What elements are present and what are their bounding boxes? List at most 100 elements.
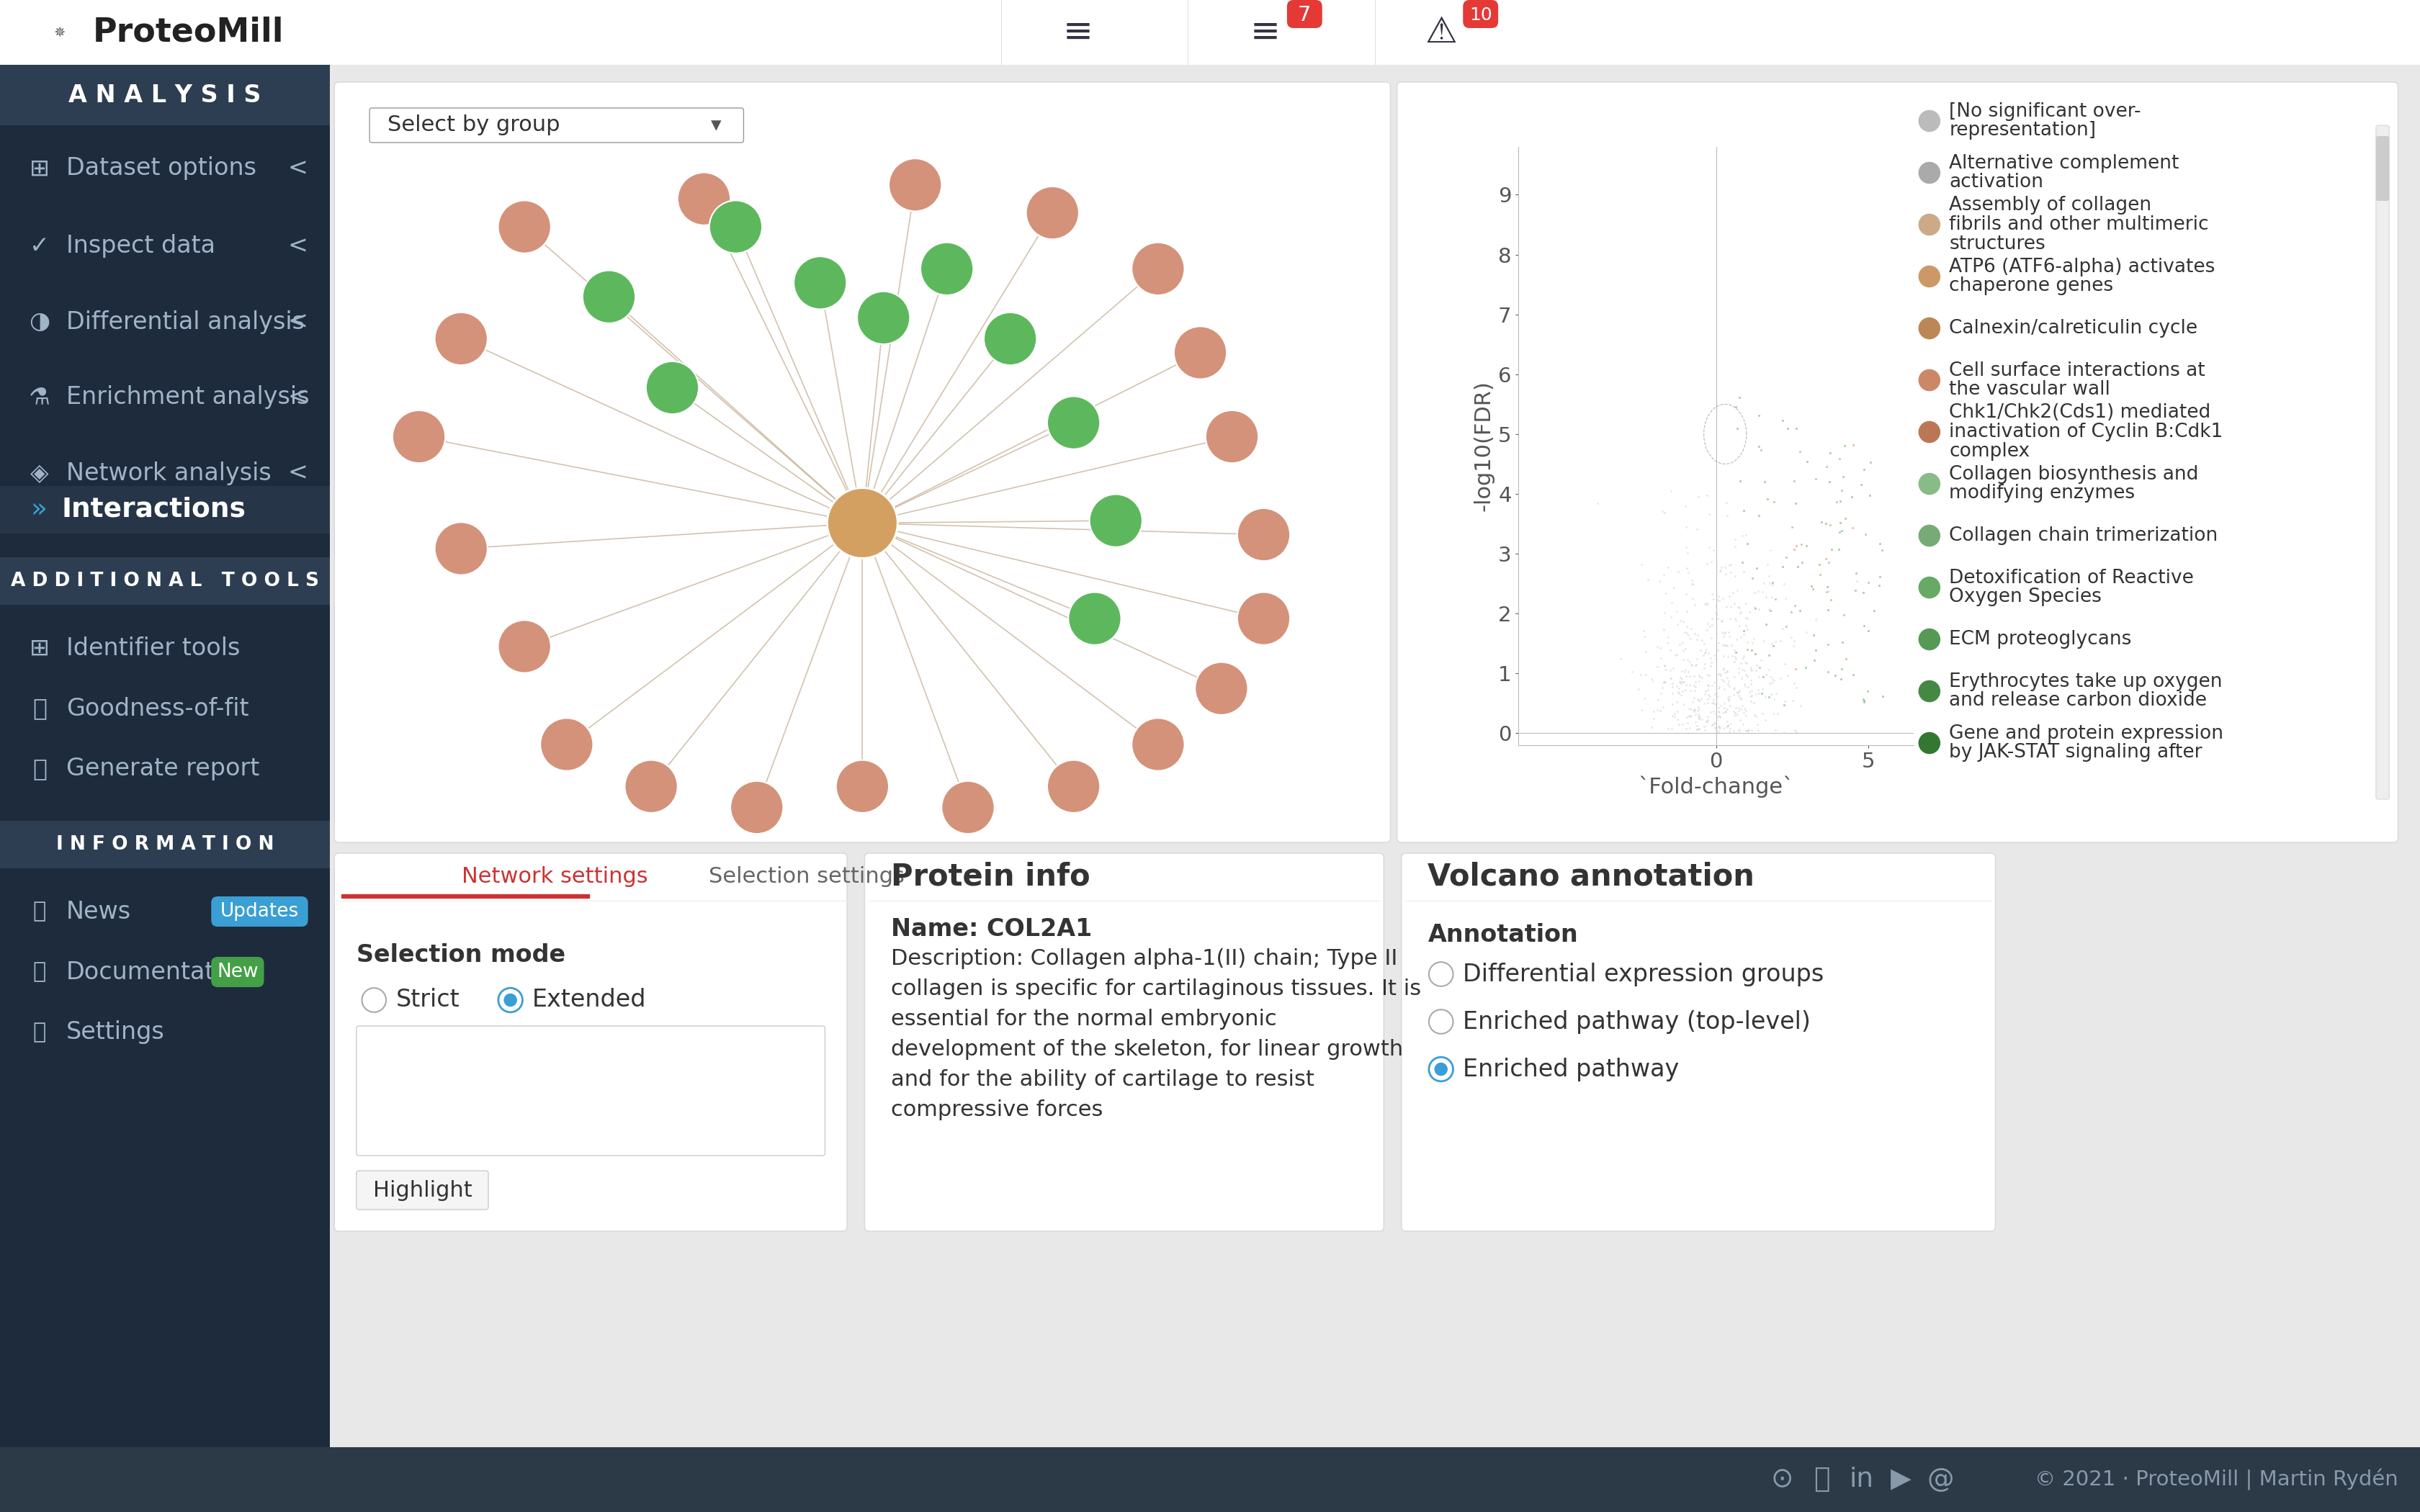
Point — [1721, 656, 1759, 680]
Circle shape — [1919, 473, 1941, 494]
Point — [1650, 658, 1689, 682]
Point — [1762, 629, 1800, 653]
Point — [1779, 555, 1817, 579]
Point — [1699, 602, 1738, 626]
Point — [1667, 614, 1706, 638]
Text: development of the skeleton, for linear growth: development of the skeleton, for linear … — [891, 1039, 1404, 1060]
Point — [1776, 593, 1815, 617]
Point — [1689, 691, 1728, 715]
Circle shape — [1048, 761, 1101, 813]
Point — [1689, 673, 1728, 697]
Text: 🐦: 🐦 — [1813, 1467, 1830, 1492]
Point — [1663, 631, 1701, 655]
Point — [1725, 621, 1764, 646]
Point — [1776, 720, 1815, 744]
Point — [1646, 500, 1684, 525]
Point — [1709, 644, 1747, 668]
Text: Protein info: Protein info — [891, 862, 1091, 892]
Text: ▾: ▾ — [711, 115, 721, 136]
Point — [1692, 650, 1730, 674]
Point — [1733, 683, 1771, 708]
Circle shape — [624, 761, 678, 813]
Point — [1612, 661, 1650, 685]
Text: Gene and protein expression: Gene and protein expression — [1948, 724, 2224, 742]
Point — [1733, 656, 1771, 680]
Text: Interactions: Interactions — [60, 497, 247, 523]
Point — [1704, 658, 1742, 682]
Point — [1687, 591, 1725, 615]
Point — [1665, 670, 1704, 694]
Point — [1742, 677, 1781, 702]
Circle shape — [499, 987, 523, 1012]
Point — [1825, 603, 1863, 627]
Circle shape — [828, 488, 898, 558]
Point — [1747, 552, 1786, 576]
Point — [1709, 490, 1747, 514]
Point — [1718, 627, 1757, 652]
Point — [1667, 621, 1706, 646]
Point — [1733, 689, 1771, 714]
Point — [1660, 680, 1699, 705]
Point — [1742, 682, 1781, 706]
Point — [1718, 661, 1757, 685]
Text: <: < — [288, 234, 307, 259]
Point — [1810, 442, 1849, 466]
Point — [1670, 673, 1709, 697]
Point — [1684, 641, 1723, 665]
Text: chaperone genes: chaperone genes — [1948, 277, 2113, 295]
Point — [1738, 705, 1776, 729]
Text: Enriched pathway (top-level): Enriched pathway (top-level) — [1464, 1010, 1810, 1034]
Point — [1658, 708, 1696, 732]
Circle shape — [1919, 266, 1941, 287]
Point — [1658, 599, 1696, 623]
Point — [1689, 664, 1728, 688]
Point — [1716, 591, 1754, 615]
Point — [1733, 638, 1771, 662]
Text: Differential analysis: Differential analysis — [65, 310, 305, 334]
Point — [1728, 718, 1767, 742]
Point — [1709, 665, 1747, 689]
Point — [1723, 702, 1762, 726]
Point — [1658, 689, 1696, 714]
Point — [1704, 634, 1742, 658]
Text: <: < — [288, 157, 307, 180]
Point — [1696, 647, 1735, 671]
Point — [1716, 528, 1754, 552]
Point — [1677, 717, 1716, 741]
Point — [1844, 581, 1883, 605]
Point — [1663, 712, 1701, 736]
Circle shape — [1195, 662, 1249, 715]
Point — [1728, 699, 1767, 723]
Point — [1742, 647, 1781, 671]
Point — [1696, 588, 1735, 612]
Point — [1786, 534, 1825, 558]
Point — [1641, 699, 1679, 723]
Point — [1653, 680, 1692, 705]
Point — [1713, 700, 1752, 724]
Point — [1665, 620, 1704, 644]
Point — [1716, 700, 1754, 724]
Point — [1721, 614, 1759, 638]
Point — [1670, 664, 1709, 688]
Point — [1694, 711, 1733, 735]
Point — [1650, 665, 1689, 689]
Point — [1701, 694, 1740, 718]
Point — [1675, 572, 1713, 596]
Point — [1738, 712, 1776, 736]
Point — [1713, 720, 1752, 744]
Point — [1740, 579, 1779, 603]
Circle shape — [503, 993, 518, 1007]
Point — [1684, 718, 1723, 742]
Point — [1650, 638, 1689, 662]
Text: Oxygen Species: Oxygen Species — [1948, 588, 2103, 606]
Text: ⊙: ⊙ — [1771, 1467, 1793, 1492]
Point — [1716, 638, 1754, 662]
Point — [1679, 706, 1718, 730]
Point — [1694, 587, 1733, 611]
Point — [1810, 579, 1849, 603]
Circle shape — [794, 257, 847, 308]
Point — [1725, 697, 1764, 721]
Point — [1689, 708, 1728, 732]
Text: Detoxification of Reactive: Detoxification of Reactive — [1948, 569, 2195, 587]
Point — [1672, 697, 1711, 721]
